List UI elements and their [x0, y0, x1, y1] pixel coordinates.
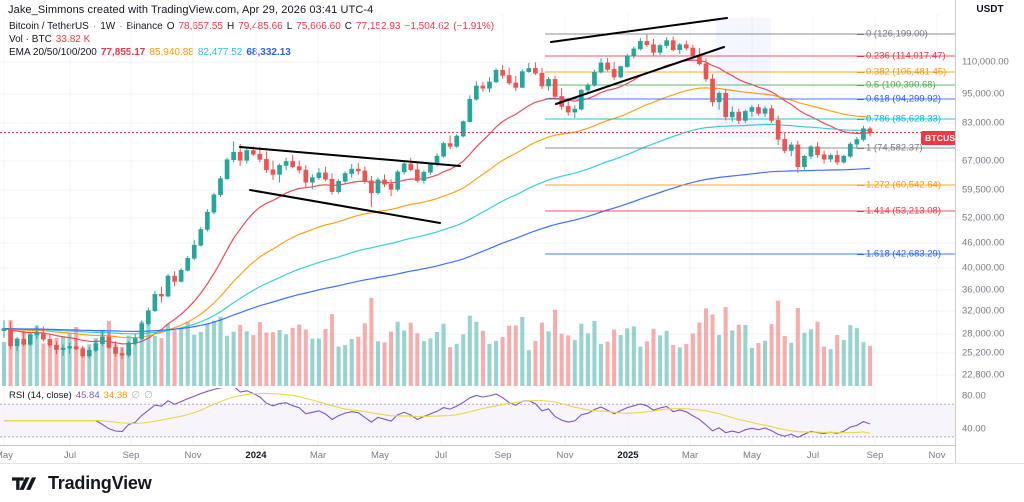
fib-level-tick	[857, 99, 864, 100]
fib-level-label[interactable]: 1.414 (53,213.08)	[866, 205, 942, 217]
rsi-pane[interactable]	[0, 388, 955, 445]
price-axis-tick: 67,000.00	[962, 155, 1005, 167]
fib-level-label[interactable]: 0 (126,199.00)	[866, 28, 928, 40]
legend-open-value: 78,657.55	[178, 21, 223, 32]
fib-level-tick	[857, 72, 864, 73]
price-axis-tick: 52,000.00	[962, 212, 1005, 224]
fib-level-tick	[857, 254, 864, 255]
tradingview-wordmark: TradingView	[48, 473, 152, 493]
legend-ohlc-row: Bitcoin / TetherUS · 1W · Binance O 78,65…	[9, 20, 494, 33]
price-axis[interactable]: USDT 110,000.00 95,000.00 83,000.00 67,000.…	[955, 0, 1024, 463]
footer-bar: TradingView	[0, 463, 1024, 502]
legend-ema-row: EMA 20/50/100/200 77,855.17 85,940.88 82…	[9, 46, 494, 59]
fib-level-label[interactable]: 1 (74,582.37)	[866, 142, 923, 154]
legend-exchange: Binance	[126, 21, 163, 32]
fib-level-label[interactable]: 0.618 (94,299.92)	[866, 93, 942, 105]
time-axis-tick: 2025	[617, 450, 639, 461]
fib-level-label[interactable]: 0.236 (114,017.47)	[866, 50, 946, 62]
legend-change-pct: (−1.91%)	[453, 21, 495, 32]
time-axis-tick: Mar	[681, 450, 699, 461]
legend-open-label: O	[166, 21, 175, 32]
time-axis-tick: Mar	[309, 450, 327, 461]
time-axis-tick: May	[371, 450, 389, 461]
price-axis-tick: 36,000.00	[962, 284, 1005, 296]
legend-ema50-value: 85,940.88	[149, 47, 194, 58]
chart-legend: Bitcoin / TetherUS · 1W · Binance O 78,65…	[9, 20, 494, 59]
fib-level-tick	[857, 85, 864, 86]
price-plot[interactable]	[0, 14, 955, 388]
time-axis-tick: Jul	[806, 450, 820, 461]
price-axis-tick: 95,000.00	[962, 88, 1005, 100]
time-axis-tick: May	[0, 450, 13, 461]
legend-symbol[interactable]: Bitcoin / TetherUS	[9, 21, 89, 32]
legend-high-label: H	[226, 21, 235, 32]
time-axis-tick: Sep	[494, 450, 512, 461]
price-axis-unit: USDT	[976, 4, 1004, 15]
legend-high-value: 79,485.66	[238, 21, 283, 32]
price-axis-tick: 28,000.00	[962, 328, 1005, 340]
rsi-value: 45.84	[75, 390, 100, 401]
legend-ema20-value: 77,855.17	[100, 47, 146, 58]
price-axis-tick: 110,000.00	[962, 56, 1009, 68]
fib-level-label[interactable]: 1.272 (60,542.64)	[866, 179, 942, 191]
legend-close-label: C	[344, 21, 352, 32]
legend-change: −1,504.62	[404, 21, 450, 32]
no-data-icon-2: ∅	[144, 390, 153, 401]
legend-low-label: L	[286, 21, 293, 32]
time-axis-tick: Nov	[184, 450, 202, 461]
price-axis-tick: 83,000.00	[962, 117, 1005, 129]
fib-level-tick	[857, 185, 864, 186]
rsi-axis-tick: 80.00	[962, 390, 986, 402]
fib-level-label[interactable]: 1.618 (42,683.29)	[866, 248, 942, 260]
attribution-text: Jake_Simmons created with TradingView.co…	[8, 4, 374, 16]
fib-level-label[interactable]: 0.5 (100,390.68)	[866, 79, 936, 91]
fib-level-tick	[857, 119, 864, 120]
legend-interval[interactable]: 1W	[100, 21, 116, 32]
no-data-icon-1: ∅	[131, 390, 141, 401]
price-chart-pane[interactable]	[0, 14, 955, 388]
legend-low-value: 75,666.60	[296, 21, 341, 32]
legend-volume-value: 33.82 K	[55, 34, 91, 45]
time-axis-tick: Jul	[63, 450, 77, 461]
price-axis-tick: 59,500.00	[962, 184, 1005, 196]
rsi-legend: RSI (14, close) 45.84 34.38 ∅ ∅	[9, 390, 153, 401]
price-axis-tick: 46,000.00	[962, 237, 1005, 249]
price-axis-tick: 32,000.00	[962, 305, 1005, 317]
time-axis-tick: 2024	[245, 450, 267, 461]
rsi-ma-value: 34.38	[103, 390, 128, 401]
time-axis-tick: Sep	[122, 450, 140, 461]
time-axis-tick: Nov	[556, 450, 574, 461]
fib-level-label[interactable]: 0.382 (106,481.45)	[866, 66, 947, 78]
fib-level-label[interactable]: 0.786 (85,628.33)	[866, 113, 942, 125]
fib-level-tick	[857, 34, 864, 35]
fib-level-tick	[857, 56, 864, 57]
price-axis-tick: 22,800.00	[962, 369, 1005, 381]
time-axis-tick: Sep	[866, 450, 884, 461]
legend-ema-label[interactable]: EMA 20/50/100/200	[9, 47, 97, 58]
time-axis-tick: May	[743, 450, 761, 461]
time-axis[interactable]: May Jul Sep Nov 2024 Mar May Jul Sep Nov 2025 Mar Ma…	[0, 445, 955, 463]
rsi-axis-tick: 40.00	[962, 423, 986, 435]
time-axis-tick: Jul	[434, 450, 448, 461]
legend-close-value: 77,152.93	[356, 21, 401, 32]
legend-volume-row: Vol · BTC 33.82 K	[9, 33, 494, 46]
legend-ema100-value: 82,477.52	[197, 47, 243, 58]
fib-level-tick	[857, 211, 864, 212]
rsi-plot[interactable]	[0, 388, 955, 445]
tradingview-logo[interactable]: TradingView	[12, 473, 152, 494]
price-axis-tick: 25,200.00	[962, 347, 1005, 359]
time-axis-tick: Nov	[928, 450, 946, 461]
fib-level-tick	[857, 148, 864, 149]
price-axis-tick: 40,000.00	[962, 262, 1005, 274]
legend-sep-2: ·	[119, 21, 123, 32]
legend-sep-1: ·	[92, 21, 97, 32]
legend-ema200-value: 68,332.13	[246, 47, 291, 58]
legend-volume-label[interactable]: Vol · BTC	[9, 34, 52, 45]
tradingview-mark-icon	[12, 476, 37, 490]
rsi-title[interactable]: RSI (14, close)	[9, 390, 72, 401]
